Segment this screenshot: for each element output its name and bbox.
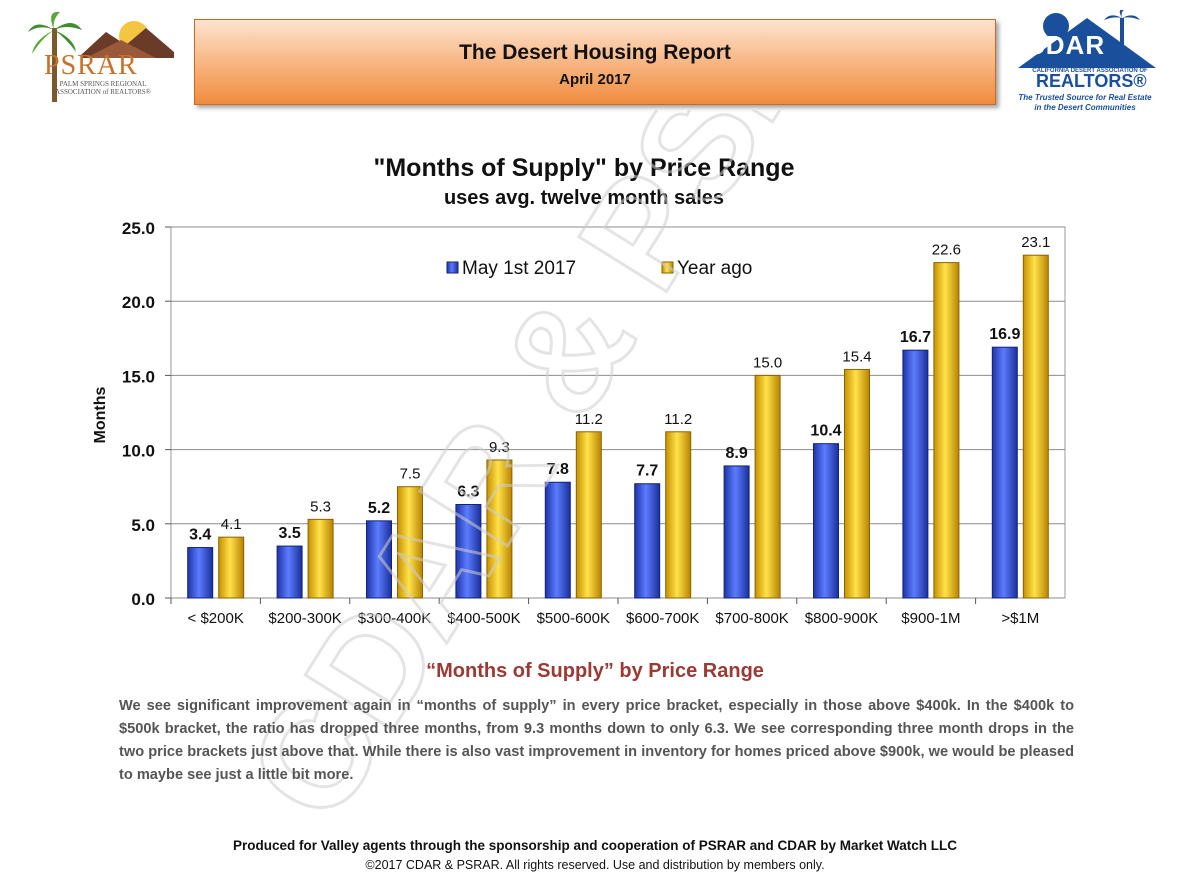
bar-may-2017 bbox=[991, 346, 1018, 599]
data-label-may-2017: 16.7 bbox=[900, 329, 931, 346]
data-label-may-2017: 6.3 bbox=[457, 484, 479, 501]
data-label-year-ago: 11.2 bbox=[664, 411, 692, 428]
bar-year-ago bbox=[486, 459, 513, 599]
bar-year-ago bbox=[218, 536, 245, 599]
data-label-may-2017: 7.7 bbox=[636, 463, 658, 480]
cdar-logo-tagline: The Trusted Source for Real Estate in th… bbox=[1018, 93, 1152, 112]
chart-subtitle: uses avg. twelve month sales bbox=[444, 187, 724, 209]
data-label-year-ago: 15.0 bbox=[753, 354, 782, 371]
bar-year-ago bbox=[933, 262, 960, 599]
footer-copyright: ©2017 CDAR & PSRAR. All rights reserved.… bbox=[365, 858, 825, 872]
y-tick-label: 15.0 bbox=[122, 367, 155, 386]
report-banner: The Desert Housing Report April 2017 bbox=[194, 19, 996, 105]
legend-swatch-year-ago bbox=[661, 261, 674, 274]
legend-swatch-may-2017 bbox=[446, 261, 459, 274]
y-tick-label: 10.0 bbox=[122, 442, 155, 461]
data-label-year-ago: 11.2 bbox=[575, 411, 603, 428]
x-tick-label: $700-800K bbox=[715, 610, 788, 627]
x-tick-label: >$1M bbox=[1001, 610, 1039, 627]
data-label-may-2017: 8.9 bbox=[725, 445, 747, 462]
x-tick-label: $200-300K bbox=[268, 610, 341, 627]
data-label-year-ago: 9.3 bbox=[489, 439, 510, 456]
bar-year-ago bbox=[754, 374, 781, 599]
months-of-supply-chart: "Months of Supply" by Price Range uses a… bbox=[92, 154, 1066, 627]
bar-may-2017 bbox=[187, 547, 214, 599]
palm-tree-icon bbox=[28, 11, 174, 102]
bar-may-2017 bbox=[902, 349, 929, 599]
bar-year-ago bbox=[665, 431, 692, 599]
bar-may-2017 bbox=[723, 465, 750, 599]
data-label-year-ago: 23.1 bbox=[1021, 234, 1050, 251]
bar-year-ago bbox=[575, 431, 602, 599]
section-title: “Months of Supply” by Price Range bbox=[426, 660, 764, 682]
bar-year-ago bbox=[307, 518, 334, 599]
data-label-year-ago: 7.5 bbox=[400, 466, 421, 483]
bar-may-2017 bbox=[813, 443, 839, 599]
footer-credit: Produced for Valley agents through the s… bbox=[232, 838, 958, 853]
psrar-logo-name: PSRAR bbox=[44, 50, 138, 81]
data-label-may-2017: 10.4 bbox=[810, 423, 841, 440]
y-tick-label: 25.0 bbox=[122, 219, 155, 238]
chart-title: "Months of Supply" by Price Range bbox=[374, 154, 795, 182]
chart-legend: May 1st 2017 Year ago bbox=[446, 258, 752, 279]
legend-label-may-2017: May 1st 2017 bbox=[462, 258, 576, 279]
y-axis-label: Months bbox=[92, 386, 109, 443]
data-label-may-2017: 7.8 bbox=[547, 461, 569, 478]
data-label-may-2017: 5.2 bbox=[368, 500, 390, 517]
data-label-year-ago: 15.4 bbox=[842, 348, 871, 365]
data-label-may-2017: 3.5 bbox=[278, 525, 300, 542]
bar-may-2017 bbox=[276, 545, 303, 599]
bar-year-ago bbox=[1022, 254, 1049, 599]
section-body: We see significant improvement again in … bbox=[119, 698, 1074, 783]
x-tick-label: $600-700K bbox=[626, 610, 699, 627]
cdar-logo-name: CDAR bbox=[1026, 30, 1106, 60]
report-date: April 2017 bbox=[559, 71, 631, 88]
y-tick-label: 5.0 bbox=[131, 516, 155, 535]
bar-may-2017 bbox=[634, 483, 661, 599]
cdar-logo-realtors: REALTORS® bbox=[1036, 71, 1147, 91]
y-tick-label: 20.0 bbox=[122, 293, 155, 312]
x-tick-label: $300-400K bbox=[358, 610, 431, 627]
psrar-logo bbox=[26, 10, 176, 110]
report-title: The Desert Housing Report bbox=[459, 41, 731, 64]
bar-year-ago bbox=[844, 368, 870, 599]
bar-may-2017 bbox=[366, 520, 392, 599]
bar-year-ago bbox=[397, 486, 423, 599]
psrar-logo-subtitle: PALM SPRINGS REGIONAL ASSOCIATION of REA… bbox=[55, 80, 151, 96]
data-label-year-ago: 5.3 bbox=[310, 498, 331, 515]
data-label-may-2017: 3.4 bbox=[189, 527, 211, 544]
cdar-house-icon bbox=[1018, 8, 1156, 68]
legend-label-year-ago: Year ago bbox=[677, 258, 752, 279]
data-label-year-ago: 22.6 bbox=[932, 242, 961, 259]
x-tick-label: $500-600K bbox=[537, 610, 610, 627]
x-tick-label: $400-500K bbox=[447, 610, 520, 627]
cdar-logo bbox=[1012, 8, 1162, 115]
y-tick-label: 0.0 bbox=[131, 590, 155, 609]
cdar-logo-small: CALIFORNIA DESERT ASSOCIATION OF bbox=[1032, 68, 1148, 74]
data-label-year-ago: 4.1 bbox=[221, 516, 242, 533]
x-tick-label: < $200K bbox=[188, 610, 244, 627]
bar-may-2017 bbox=[455, 504, 482, 599]
x-tick-label: $800-900K bbox=[805, 610, 878, 627]
bar-may-2017 bbox=[544, 481, 571, 599]
data-label-may-2017: 16.9 bbox=[989, 326, 1020, 343]
x-tick-label: $900-1M bbox=[901, 610, 960, 627]
plot-area bbox=[170, 226, 1066, 599]
